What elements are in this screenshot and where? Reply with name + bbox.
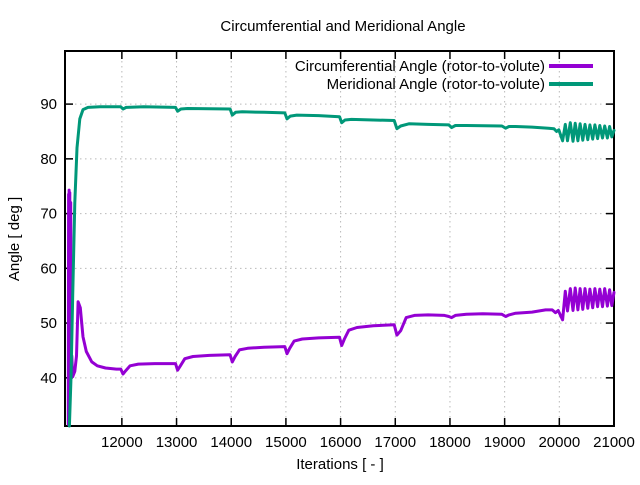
x-axis-label: Iterations [ - ] [296,456,384,473]
x-tick-label: 20000 [538,434,580,451]
y-tick-label: 60 [40,260,57,277]
x-tick-label: 18000 [429,434,471,451]
y-axis-label: Angle [ deg ] [6,197,23,281]
series-line-0 [66,188,616,426]
x-tick-label: 21000 [593,434,635,451]
x-tick-label: 14000 [210,434,252,451]
y-tick-label: 70 [40,206,57,223]
x-tick-label: 17000 [374,434,416,451]
legend-label-circumferential: Circumferential Angle (rotor-to-volute) [295,58,545,75]
legend-label-meridional: Meridional Angle (rotor-to-volute) [327,76,545,93]
x-tick-label: 12000 [101,434,143,451]
x-tick-label: 13000 [156,434,198,451]
chart-title: Circumferential and Meridional Angle [220,18,465,35]
y-tick-label: 50 [40,315,57,332]
series-line-1 [67,105,616,428]
y-tick-label: 80 [40,151,57,168]
tick-labels: 12000 13000 14000 15000 16000 17000 18000 19000… [40,96,635,451]
x-tick-label: 19000 [484,434,526,451]
y-tick-label: 40 [40,370,57,387]
x-tick-label: 15000 [265,434,307,451]
plot-border [64,50,615,427]
x-tick-label: 16000 [320,434,362,451]
y-tick-label: 90 [40,96,57,113]
series-lines [66,105,616,428]
grid-lines [65,51,615,426]
legend: Circumferential Angle (rotor-to-volute) … [295,58,593,93]
